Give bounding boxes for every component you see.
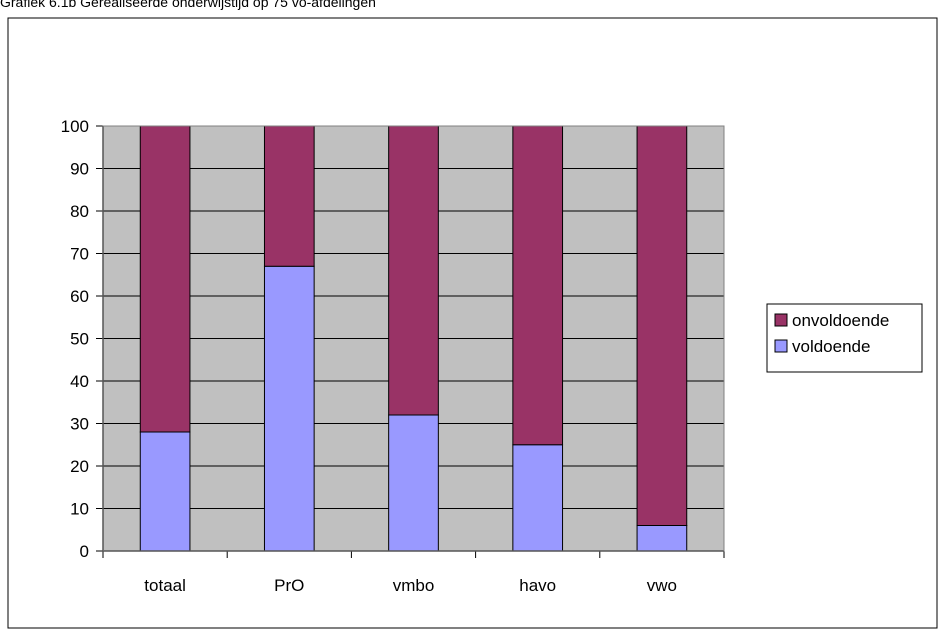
y-tick-label: 30 <box>70 415 89 434</box>
y-tick-label: 50 <box>70 330 89 349</box>
y-tick-label: 80 <box>70 202 89 221</box>
x-tick-label: PrO <box>274 576 304 595</box>
x-tick-label: vwo <box>647 576 677 595</box>
legend-label-voldoende: voldoende <box>792 337 870 356</box>
bar-voldoende-vmbo <box>388 414 439 552</box>
y-tick-label: 60 <box>70 287 89 306</box>
chart-legend: onvoldoende voldoende <box>766 303 923 373</box>
y-tick-label: 90 <box>70 160 89 179</box>
legend-swatch-voldoende <box>774 339 788 353</box>
legend-box <box>766 303 923 373</box>
y-tick-label: 10 <box>70 500 89 519</box>
bar-voldoende-totaal <box>139 431 191 552</box>
legend-label-onvoldoende: onvoldoende <box>792 311 889 330</box>
chart-caption: Grafiek 6.1b Gerealiseerde onderwijstijd… <box>0 0 376 10</box>
y-tick-label: 40 <box>70 372 89 391</box>
plot-area: 0 10 20 30 40 50 60 70 80 90 100 totaal PrO vmbo havo v… <box>61 117 725 595</box>
bar-onvoldoende-vmbo <box>388 125 439 416</box>
bar-onvoldoende-totaal <box>139 125 191 433</box>
bar-voldoende-havo <box>512 444 564 552</box>
x-tick-label: totaal <box>144 576 186 595</box>
plot-border <box>102 125 725 552</box>
x-tick-label: vmbo <box>393 576 435 595</box>
bar-onvoldoende-havo <box>512 125 564 446</box>
x-tick-label: havo <box>519 576 556 595</box>
y-tick-label: 100 <box>61 117 89 136</box>
bar-voldoende-PrO <box>263 265 315 552</box>
y-tick-label: 0 <box>80 542 89 561</box>
bar-onvoldoende-vwo <box>636 125 688 526</box>
bar-voldoende-vwo <box>636 525 688 552</box>
legend-swatch-onvoldoende <box>774 313 788 327</box>
bar-onvoldoende-PrO <box>263 125 315 267</box>
y-tick-label: 70 <box>70 245 89 264</box>
y-tick-label: 20 <box>70 457 89 476</box>
